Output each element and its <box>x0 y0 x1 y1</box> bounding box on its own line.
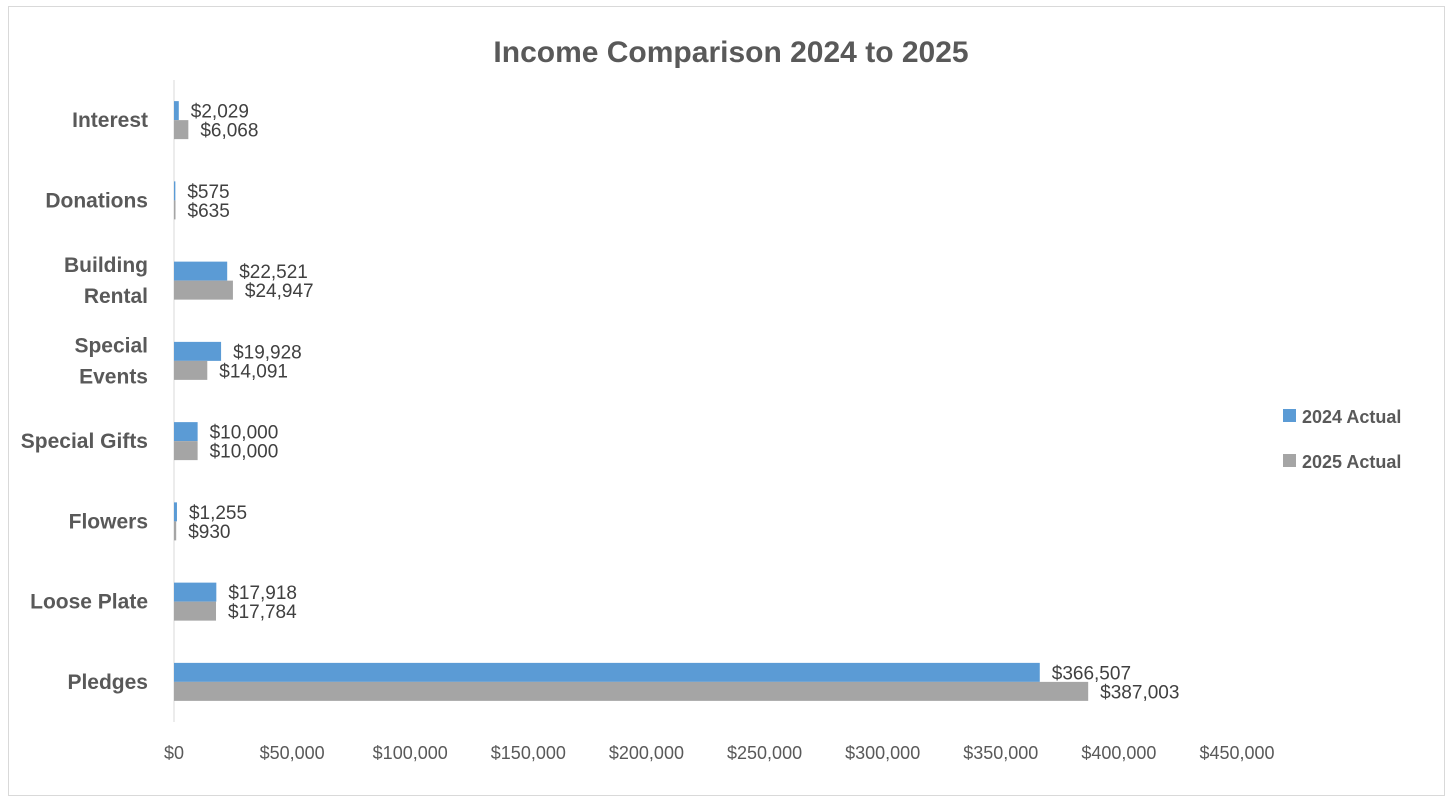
category-label-line: Loose Plate <box>30 591 148 614</box>
bar <box>174 200 176 220</box>
category-label-line: Donations <box>45 189 148 212</box>
category-label: Pledges <box>67 671 148 694</box>
x-tick-label: $250,000 <box>727 743 802 763</box>
bar <box>174 502 177 522</box>
legend-label: 2025 Actual <box>1302 452 1401 472</box>
category-label-line: Interest <box>72 109 148 132</box>
chart-title: Income Comparison 2024 to 2025 <box>493 36 968 69</box>
category-label: Loose Plate <box>30 591 148 614</box>
category-label-line: Rental <box>84 285 148 308</box>
category-label-line: Building <box>64 254 148 277</box>
bar <box>174 441 198 461</box>
bar <box>174 521 177 541</box>
data-label: $930 <box>188 522 230 543</box>
data-label: $366,507 <box>1052 663 1131 684</box>
bar <box>174 662 1040 682</box>
bar <box>174 120 189 140</box>
x-tick-label: $200,000 <box>609 743 684 763</box>
data-label: $17,784 <box>228 602 297 623</box>
data-label: $10,000 <box>210 423 279 444</box>
data-label: $14,091 <box>219 361 288 382</box>
data-label: $2,029 <box>191 102 249 123</box>
legend: 2024 Actual 2025 Actual <box>1283 407 1401 472</box>
x-tick-label: $450,000 <box>1199 743 1274 763</box>
category-label: Interest <box>72 109 148 132</box>
data-label: $1,255 <box>189 503 247 524</box>
category-label: Flowers <box>69 510 148 533</box>
x-tick-label: $150,000 <box>491 743 566 763</box>
x-tick-label: $100,000 <box>373 743 448 763</box>
category-label: Special Gifts <box>21 430 148 453</box>
bar <box>174 582 217 602</box>
data-label: $575 <box>187 182 229 203</box>
bar <box>174 422 198 442</box>
data-label: $22,521 <box>239 262 308 283</box>
x-tick-label: $400,000 <box>1081 743 1156 763</box>
category-label: Special Events <box>74 334 148 388</box>
bar <box>174 261 228 281</box>
legend-swatch <box>1283 409 1296 422</box>
bar <box>174 341 222 361</box>
data-label: $17,918 <box>228 583 297 604</box>
category-label: Building Rental <box>64 254 148 308</box>
category-label-line: Pledges <box>67 671 148 694</box>
data-label: $6,068 <box>200 121 258 142</box>
data-label: $635 <box>188 201 230 222</box>
legend-label: 2024 Actual <box>1302 407 1401 427</box>
category-label-line: Special Gifts <box>21 430 148 453</box>
data-label: $19,928 <box>233 342 302 363</box>
bar <box>174 101 179 121</box>
legend-swatch <box>1283 454 1296 467</box>
category-label: Donations <box>45 189 148 212</box>
bar <box>174 601 217 621</box>
x-tick-label: $350,000 <box>963 743 1038 763</box>
bar <box>174 280 233 300</box>
plot-area: Interest $2,029$6,068 Donations $575$635 Bui… <box>21 80 1275 763</box>
data-label: $10,000 <box>210 442 279 463</box>
bar <box>174 181 176 201</box>
category-label-line: Events <box>79 365 148 388</box>
category-label-line: Special <box>74 334 148 357</box>
bar <box>174 681 1089 701</box>
data-label: $24,947 <box>245 281 314 302</box>
x-tick-label: $300,000 <box>845 743 920 763</box>
category-label-line: Flowers <box>69 510 148 533</box>
x-tick-label: $50,000 <box>260 743 325 763</box>
data-label: $387,003 <box>1100 682 1179 703</box>
bar <box>174 360 208 380</box>
x-tick-label: $0 <box>164 743 184 763</box>
